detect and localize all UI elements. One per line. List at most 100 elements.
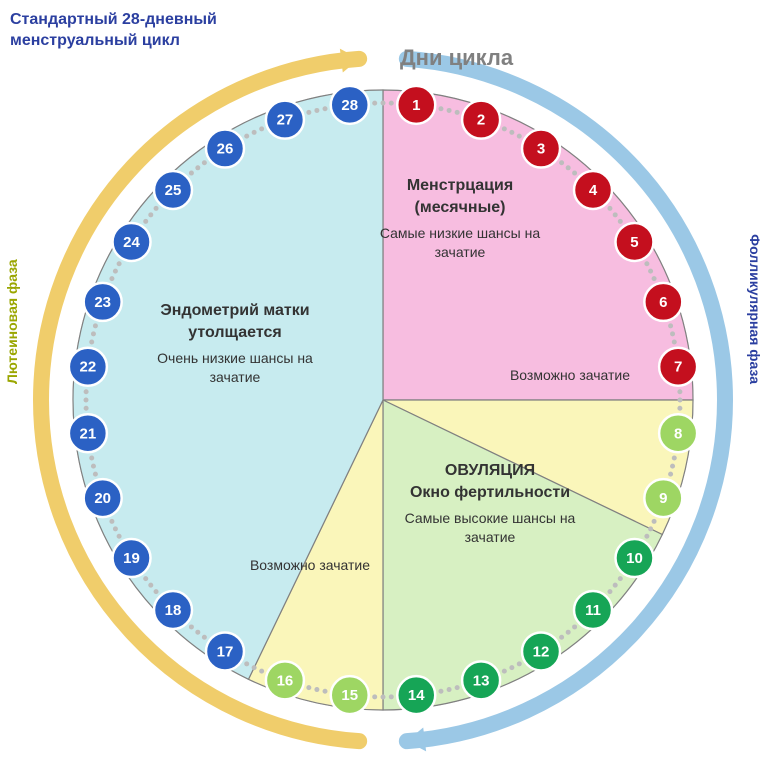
connector-dot	[672, 340, 677, 345]
connector-dot	[517, 661, 522, 666]
day-circle-24: 24	[113, 223, 151, 261]
connector-dot	[117, 261, 122, 266]
connector-dot	[109, 519, 114, 524]
day-number-2: 2	[477, 112, 485, 129]
day-circle-16: 16	[266, 661, 304, 699]
luteal-phase-label: Лютеиновая фаза	[4, 259, 20, 384]
wedge-label-0: Менстрцация(месячные) Самые низкие шансы …	[370, 175, 550, 262]
day-circle-27: 27	[266, 101, 304, 139]
connector-dot	[502, 126, 507, 131]
connector-dot	[438, 106, 443, 111]
day-number-1: 1	[412, 97, 420, 114]
connector-dot	[644, 261, 649, 266]
connector-dot	[154, 206, 159, 211]
connector-dot	[93, 323, 98, 328]
day-circle-10: 10	[615, 539, 653, 577]
day-circle-20: 20	[84, 479, 122, 517]
day-circle-14: 14	[397, 676, 435, 714]
connector-dot	[389, 694, 394, 699]
connector-dot	[668, 323, 673, 328]
connector-dot	[509, 665, 514, 670]
wedge-sub-1: Возможно зачатие	[480, 366, 660, 385]
connector-dot	[189, 171, 194, 176]
day-circle-21: 21	[69, 414, 107, 452]
day-number-27: 27	[277, 112, 294, 129]
day-number-11: 11	[585, 602, 601, 619]
connector-dot	[438, 689, 443, 694]
connector-dot	[244, 134, 249, 139]
connector-dot	[252, 665, 257, 670]
connector-dot	[314, 687, 319, 692]
connector-dot	[252, 130, 257, 135]
day-number-24: 24	[123, 234, 140, 251]
wedge-sub-0: Самые низкие шансы на зачатие	[370, 224, 550, 262]
connector-dot	[509, 130, 514, 135]
connector-dot	[678, 398, 683, 403]
wedge-title2-0: (месячные)	[370, 197, 550, 219]
connector-dot	[618, 576, 623, 581]
day-circle-6: 6	[644, 283, 682, 321]
day-number-6: 6	[659, 294, 667, 311]
connector-dot	[109, 276, 114, 281]
day-circle-19: 19	[113, 539, 151, 577]
day-circle-17: 17	[206, 632, 244, 670]
wedge-sub-4: Очень низкие шансы на зачатие	[135, 349, 335, 387]
day-number-4: 4	[589, 182, 598, 199]
day-number-20: 20	[94, 490, 111, 507]
connector-dot	[648, 269, 653, 274]
connector-dot	[84, 398, 89, 403]
connector-dot	[244, 661, 249, 666]
chart-title: Стандартный 28-дневный менструальный цик…	[10, 10, 217, 52]
connector-dot	[259, 126, 264, 131]
wedge-label-3: Возможно зачатие	[220, 550, 400, 575]
day-number-16: 16	[277, 672, 294, 689]
connector-dot	[652, 276, 657, 281]
day-circle-13: 13	[462, 661, 500, 699]
connector-dot	[455, 110, 460, 115]
connector-dot	[202, 635, 207, 640]
connector-dot	[559, 160, 564, 165]
connector-dot	[195, 165, 200, 170]
connector-dot	[613, 212, 618, 217]
day-number-14: 14	[408, 687, 425, 704]
connector-dot	[143, 576, 148, 581]
wedge-title2-2: Окно фертильности	[400, 482, 580, 504]
day-circle-5: 5	[615, 223, 653, 261]
connector-dot	[566, 630, 571, 635]
connector-dot	[89, 340, 94, 345]
day-circle-11: 11	[574, 591, 612, 629]
wedge-title1-2: ОВУЛЯЦИЯ	[400, 460, 580, 482]
connector-dot	[84, 389, 89, 394]
connector-dot	[306, 685, 311, 690]
day-number-17: 17	[217, 643, 234, 660]
connector-dot	[381, 101, 386, 106]
connector-dot	[389, 101, 394, 106]
wedge-sub-3: Возможно зачатие	[220, 556, 400, 575]
day-number-19: 19	[123, 550, 140, 567]
connector-dot	[314, 108, 319, 113]
day-circle-8: 8	[659, 414, 697, 452]
connector-dot	[447, 687, 452, 692]
connector-dot	[113, 526, 118, 531]
connector-dot	[89, 455, 94, 460]
connector-dot	[91, 464, 96, 469]
connector-dot	[202, 160, 207, 165]
connector-dot	[670, 464, 675, 469]
connector-dot	[572, 624, 577, 629]
day-number-28: 28	[341, 97, 358, 114]
connector-dot	[93, 472, 98, 477]
connector-dot	[677, 406, 682, 411]
day-number-10: 10	[626, 550, 643, 567]
wedge-title2-4: утолщается	[135, 322, 335, 344]
connector-dot	[670, 331, 675, 336]
day-number-22: 22	[80, 359, 97, 376]
connector-dot	[668, 472, 673, 477]
connector-dot	[644, 534, 649, 539]
wedge-title1-0: Менстрцация	[370, 175, 550, 197]
day-number-18: 18	[165, 602, 182, 619]
connector-dot	[618, 219, 623, 224]
connector-dot	[91, 331, 96, 336]
connector-dot	[148, 212, 153, 217]
day-number-9: 9	[659, 490, 667, 507]
top-label: Дни цикла	[400, 45, 513, 71]
